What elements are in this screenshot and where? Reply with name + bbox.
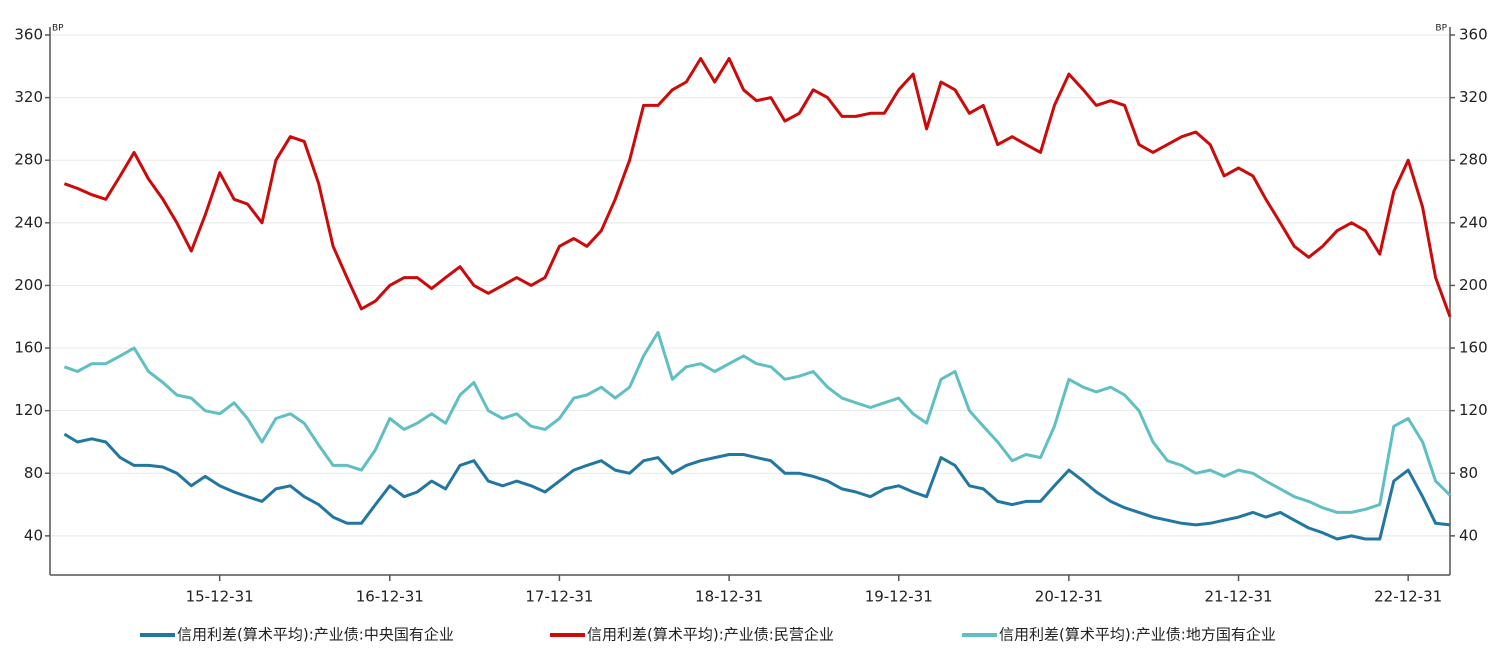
legend-label: 信用利差(算术平均):产业债:地方国有企业 — [999, 626, 1276, 644]
y2-tick-label: 200 — [1459, 276, 1488, 294]
y2-tick-label: 280 — [1459, 151, 1488, 169]
y2-tick-label: 160 — [1459, 339, 1488, 357]
y2-tick-label: 360 — [1459, 26, 1488, 44]
y2-tick-label: 320 — [1459, 88, 1488, 106]
y-tick-label: 80 — [24, 464, 43, 482]
series-line — [63, 330, 1452, 514]
x-tick-label: 17-12-31 — [525, 588, 593, 606]
y-tick-label: 360 — [14, 26, 43, 44]
x-tick-label: 22-12-31 — [1374, 588, 1442, 606]
y-tick-label: 160 — [14, 339, 43, 357]
y2-tick-label: 80 — [1459, 464, 1478, 482]
x-tick-label: 18-12-31 — [695, 588, 763, 606]
x-tick-label: 20-12-31 — [1035, 588, 1103, 606]
x-tick-label: 16-12-31 — [356, 588, 424, 606]
series-line — [63, 432, 1451, 541]
y-tick-label: 200 — [14, 276, 43, 294]
y2-tick-label: 40 — [1459, 526, 1478, 544]
y-unit: BP — [52, 24, 64, 34]
y-tick-label: 40 — [24, 526, 43, 544]
y-tick-label: 280 — [14, 151, 43, 169]
y2-tick-label: 240 — [1459, 213, 1488, 231]
legend-label: 信用利差(算术平均):产业债:民营企业 — [587, 626, 834, 644]
legend-label: 信用利差(算术平均):产业债:中央国有企业 — [177, 626, 454, 644]
y2-tick-label: 120 — [1459, 401, 1488, 419]
x-tick-label: 21-12-31 — [1204, 588, 1272, 606]
y2-unit: BP — [1435, 24, 1447, 34]
series-line — [63, 57, 1452, 318]
y-tick-label: 320 — [14, 88, 43, 106]
y-tick-label: 240 — [14, 213, 43, 231]
y-tick-label: 120 — [14, 401, 43, 419]
x-tick-label: 19-12-31 — [865, 588, 933, 606]
x-tick-label: 15-12-31 — [186, 588, 254, 606]
